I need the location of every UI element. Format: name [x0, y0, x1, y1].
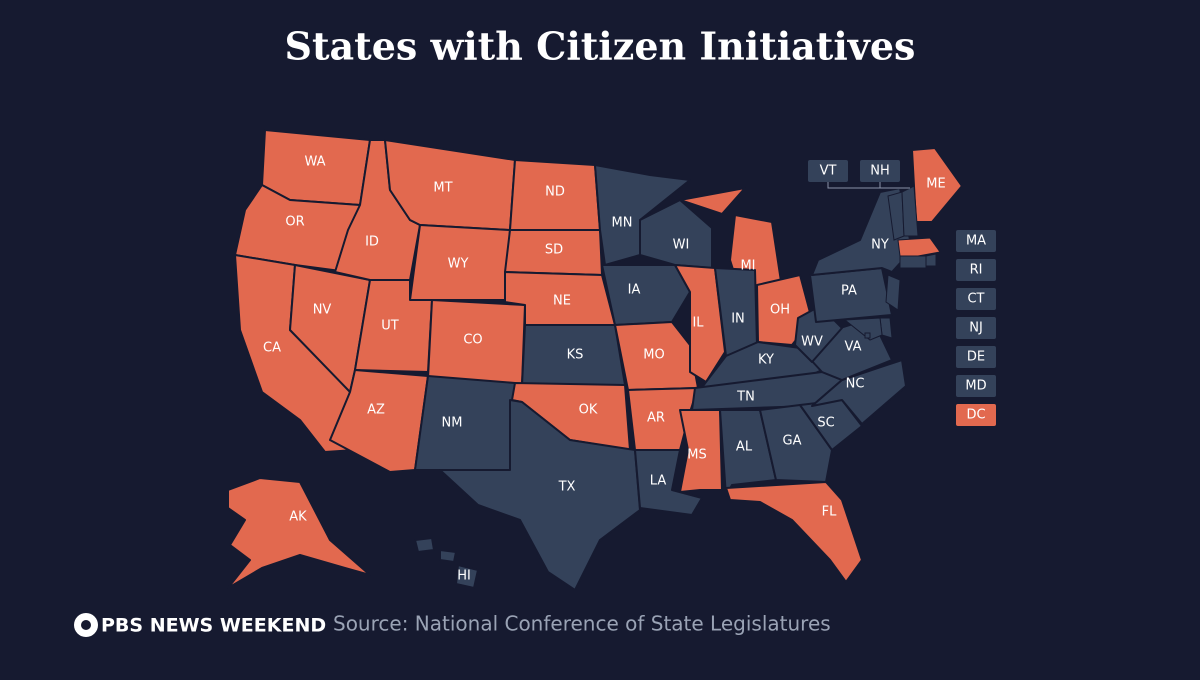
- callout-label: CT: [967, 292, 984, 307]
- state-label: ND: [545, 185, 565, 200]
- state-label: VA: [845, 340, 862, 355]
- small-state: [897, 237, 941, 257]
- state: [439, 399, 641, 591]
- state-label: MS: [687, 448, 706, 463]
- small-state: [864, 332, 871, 339]
- state-label: NE: [553, 294, 571, 309]
- state-label: CO: [463, 333, 482, 348]
- state-label: ID: [365, 235, 379, 250]
- state: [634, 449, 703, 516]
- small-state: [885, 274, 901, 311]
- state-label: IN: [731, 312, 745, 327]
- state-label: AZ: [367, 403, 385, 418]
- state-label: KY: [758, 353, 774, 368]
- state-label: WV: [801, 335, 823, 350]
- small-state: [899, 255, 927, 269]
- state: [759, 404, 833, 483]
- state-label: WY: [448, 257, 469, 272]
- state-label: NC: [846, 377, 865, 392]
- state: [227, 477, 371, 589]
- state-label: AK: [289, 510, 307, 525]
- state-label: NY: [871, 238, 889, 253]
- state-label: GA: [783, 434, 802, 449]
- state-label: TN: [736, 390, 755, 405]
- small-state: [925, 253, 937, 267]
- state-label: OR: [285, 215, 304, 230]
- state: [679, 187, 746, 215]
- state-label: SC: [817, 416, 834, 431]
- state-label: MI: [740, 259, 755, 274]
- callout-box: [956, 375, 996, 397]
- logo-face: [81, 620, 91, 630]
- state-label: OK: [579, 403, 598, 418]
- callout-box: [860, 160, 900, 182]
- state: [234, 184, 361, 273]
- title: States with Citizen Initiatives: [285, 24, 916, 69]
- state-label: HI: [457, 569, 471, 584]
- state: [414, 375, 516, 471]
- leader-line: [879, 182, 910, 189]
- callout-label: VT: [820, 164, 837, 179]
- state-label: AL: [736, 440, 753, 455]
- state-label: FL: [822, 505, 837, 520]
- state: [414, 537, 435, 553]
- callout-label: NJ: [969, 321, 983, 336]
- callout-box: [956, 317, 996, 339]
- state-label: WA: [304, 155, 325, 170]
- state-label: ME: [926, 177, 945, 192]
- state-label: PA: [841, 284, 857, 299]
- leader-line: [827, 182, 896, 189]
- callout-label: DE: [967, 350, 985, 365]
- callout-label: MD: [965, 379, 986, 394]
- small-state: [843, 317, 883, 341]
- state-label: KS: [567, 348, 584, 363]
- callout-box: [956, 259, 996, 281]
- state-label: OH: [770, 303, 790, 318]
- state-label: IA: [628, 283, 641, 298]
- state-label: MT: [433, 181, 452, 196]
- callout-label: RI: [970, 263, 983, 278]
- state: [455, 564, 479, 589]
- state-labels: WA OR CA NV ID MT WY UT CO AZ NM ND SD NE KS OK TX MN IA MO…: [263, 155, 987, 584]
- state-label: NM: [442, 416, 463, 431]
- callout-box: [956, 230, 996, 252]
- state: [719, 409, 777, 497]
- states: [227, 129, 996, 591]
- state-label: TX: [558, 480, 576, 495]
- pbs-logo: PBS NEWS WEEKEND: [74, 613, 326, 637]
- callout-box: [808, 160, 848, 182]
- state-label: IL: [692, 316, 704, 331]
- state-label: NV: [313, 303, 332, 318]
- callout-label: MA: [966, 234, 986, 249]
- source: Source: National Conference of State Leg…: [333, 612, 831, 636]
- callout-box: [956, 288, 996, 310]
- state-label: LA: [650, 474, 667, 489]
- state-label: MO: [643, 348, 664, 363]
- callout-label: NH: [870, 164, 890, 179]
- state: [601, 264, 691, 326]
- logo-text: PBS NEWS WEEKEND: [101, 615, 326, 637]
- state: [439, 549, 457, 563]
- state-label: AR: [647, 411, 665, 426]
- state-label: WI: [673, 238, 690, 253]
- state-label: CA: [263, 341, 281, 356]
- state: [725, 481, 863, 583]
- callout-box: [956, 404, 996, 426]
- state-label: SD: [545, 243, 563, 258]
- callout-box: [956, 346, 996, 368]
- callout-label: DC: [966, 408, 985, 423]
- state-label: UT: [381, 319, 399, 334]
- state-label: MN: [612, 216, 633, 231]
